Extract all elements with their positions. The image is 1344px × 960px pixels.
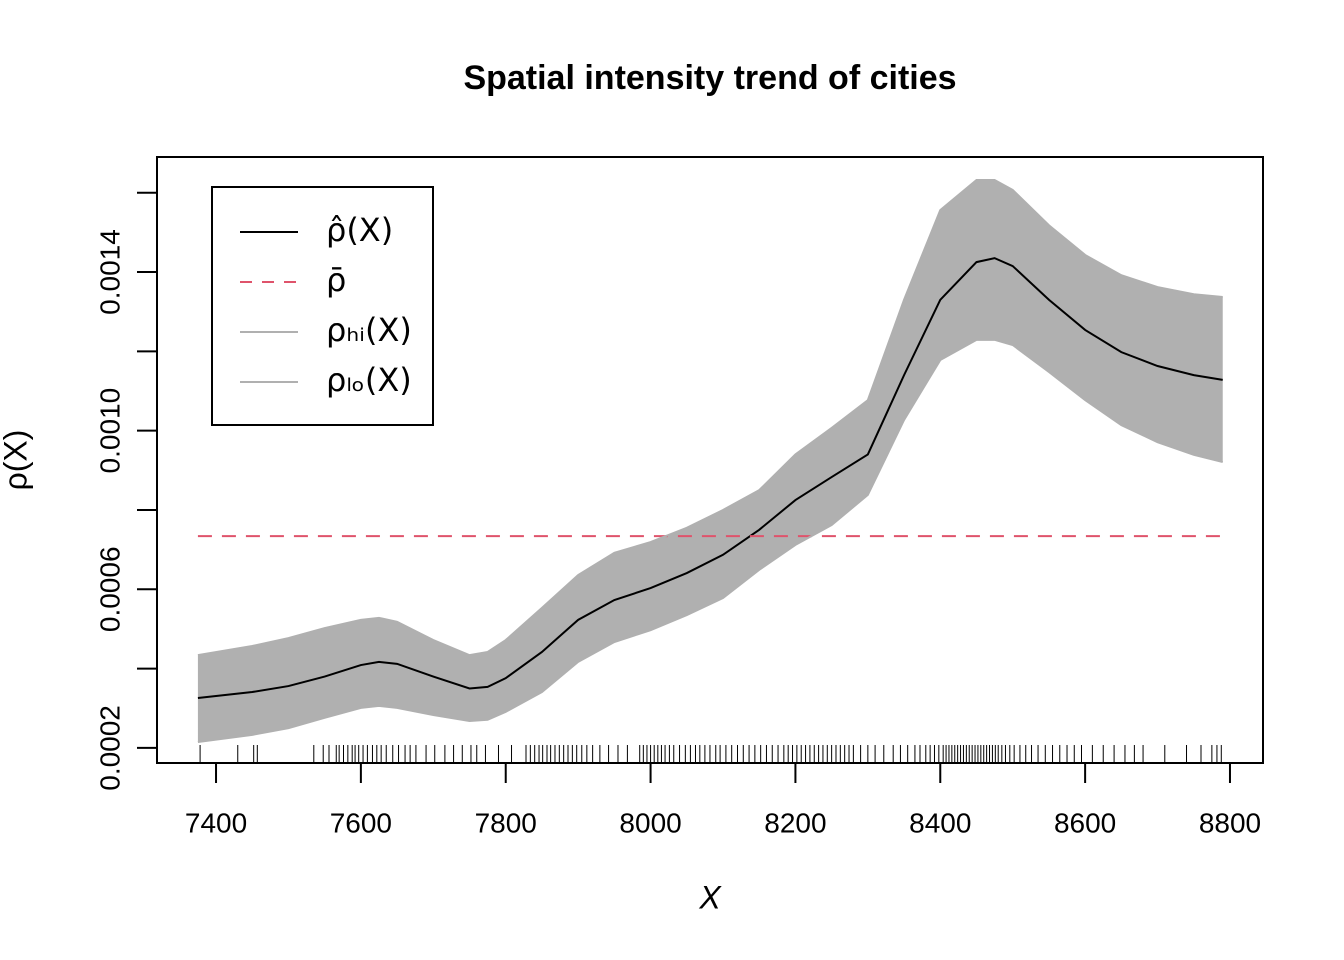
confidence-band [197,180,1223,742]
legend-label: ρₕᵢ(X) [326,311,412,349]
y-tick-label: 0.0010 [94,388,125,474]
x-tick-label: 7400 [185,807,247,838]
x-tick-label: 7600 [330,807,392,838]
x-tick-label: 8600 [1054,807,1116,838]
legend-label: ρₗₒ(X) [326,361,412,399]
plot-frame [156,156,1264,764]
x-tick-label: 8200 [764,807,826,838]
y-tick-label: 0.0002 [94,705,125,791]
y-tick-label: 0.0014 [94,229,125,315]
chart-title: Spatial intensity trend of cities [463,59,956,97]
x-tick-label: 7800 [475,807,537,838]
line [197,257,1223,699]
legend-label: ρ̂(X) [326,211,393,249]
x-tick-label: 8800 [1199,807,1261,838]
x-axis-label: X [698,879,722,915]
band-edge [197,179,1223,657]
y-axis-label: ρ(X) [0,430,33,491]
legend-frame [211,186,434,426]
x-tick-label: 8000 [619,807,681,838]
band-edge [197,338,1223,743]
x-tick-label: 8400 [909,807,971,838]
legend-label: ρ̄ [326,261,346,299]
y-tick-label: 0.0006 [94,546,125,632]
